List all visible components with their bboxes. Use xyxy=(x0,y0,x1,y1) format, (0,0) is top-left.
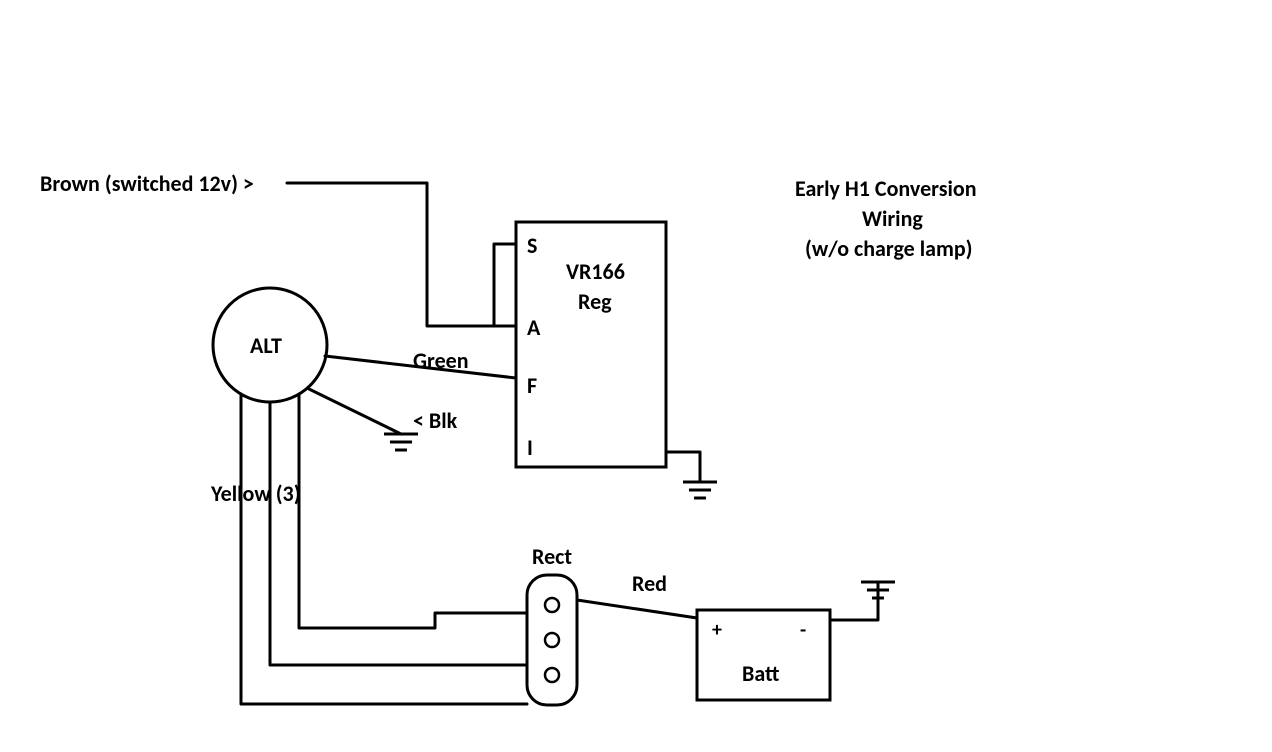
label-batt-minus: - xyxy=(800,618,806,642)
label-yellow: Yellow (3) xyxy=(211,480,301,507)
title-line2: Wiring xyxy=(862,205,923,232)
label-reg-name1: VR166 xyxy=(566,258,625,285)
title-line1: Early H1 Conversion xyxy=(795,175,977,202)
label-reg-name2: Reg xyxy=(578,288,612,315)
label-reg-f: F xyxy=(527,372,537,399)
label-brown: Brown (switched 12v) > xyxy=(40,170,254,197)
label-alt: ALT xyxy=(250,332,282,359)
label-red: Red xyxy=(632,570,667,597)
label-rect: Rect xyxy=(532,543,572,570)
diagram-svg xyxy=(0,0,1272,752)
wiring-diagram: Early H1 Conversion Wiring (w/o charge l… xyxy=(0,0,1272,752)
title-line3: (w/o charge lamp) xyxy=(805,235,973,262)
label-reg-i: I xyxy=(527,434,533,461)
label-green: Green xyxy=(413,347,469,374)
label-batt: Batt xyxy=(742,660,779,687)
label-reg-a: A xyxy=(527,314,540,341)
label-blk: < Blk xyxy=(413,407,457,434)
label-reg-s: S xyxy=(527,232,537,259)
label-batt-plus: + xyxy=(712,618,722,642)
